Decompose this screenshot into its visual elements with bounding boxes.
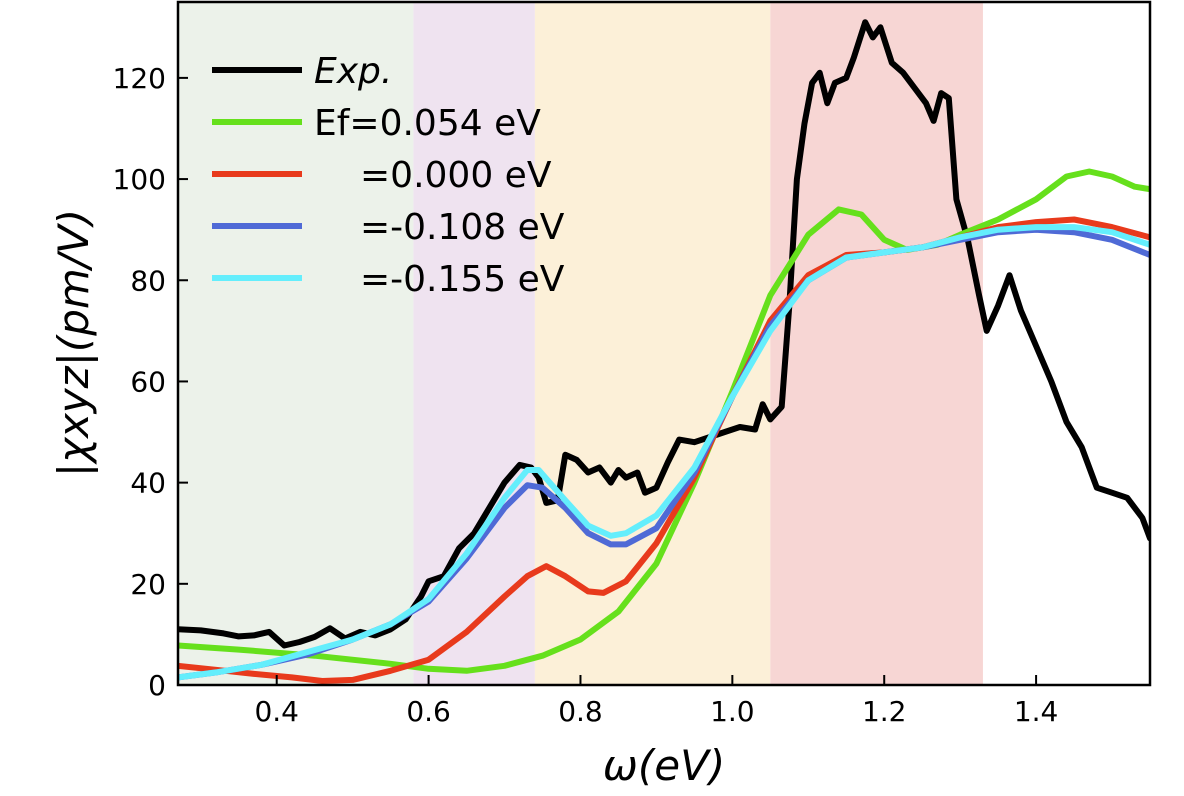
x-tick-label: 0.8 <box>558 695 603 728</box>
y-tick-label: 20 <box>130 568 166 601</box>
shaded-region-1 <box>178 2 414 685</box>
legend: Exp. Ef=0.054 eV =0.000 eV =-0.108 eV =-0.15… <box>212 51 565 300</box>
y-tick-label: 0 <box>148 669 166 702</box>
y-axis-label: |χxyz|(pm/V) <box>49 209 98 477</box>
x-tick-label: 0.6 <box>406 695 451 728</box>
plot-frame <box>176 0 1152 687</box>
legend-label-4: =-0.108 eV <box>360 207 565 248</box>
y-tick-label: 40 <box>130 467 166 500</box>
x-axis-label: ω(eV) <box>603 741 726 790</box>
y-tick-label: 100 <box>113 163 166 196</box>
y-axis: 0 20 40 60 80 100 120 <box>113 62 188 702</box>
x-tick-label: 1.2 <box>862 695 907 728</box>
legend-label-3: =0.000 eV <box>360 155 552 196</box>
x-axis: 0.4 0.6 0.8 1.0 1.2 1.4 <box>254 675 1058 728</box>
series-line-2 <box>178 168 1150 674</box>
x-tick-label: 1.0 <box>710 695 755 728</box>
shaded-regions <box>178 2 983 685</box>
legend-label-5: =-0.155 eV <box>360 259 565 300</box>
x-tick-label: 0.4 <box>254 695 299 728</box>
x-tick-label: 1.4 <box>1014 695 1059 728</box>
y-tick-label: 80 <box>130 264 166 297</box>
shaded-region-2 <box>413 2 535 685</box>
y-tick-label: 60 <box>130 365 166 398</box>
y-tick-label: 120 <box>113 62 166 95</box>
series-line-5 <box>178 224 1150 681</box>
series-lines <box>178 19 1150 684</box>
legend-label-1: Exp. <box>314 51 392 92</box>
legend-label-2: Ef=0.054 eV <box>314 103 541 144</box>
